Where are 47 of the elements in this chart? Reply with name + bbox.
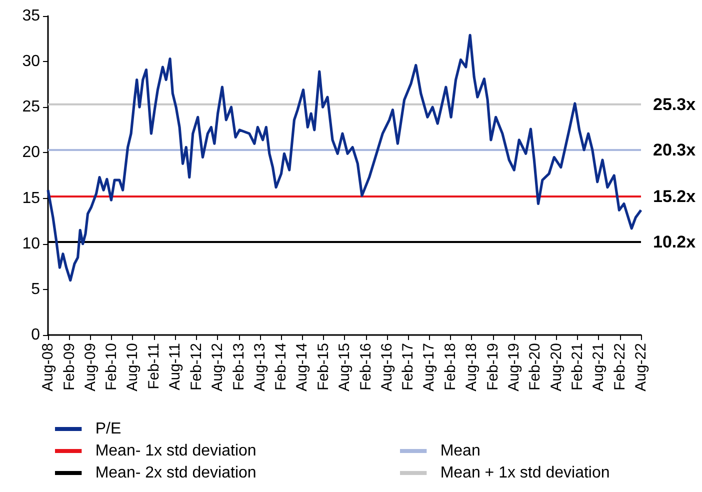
x-tick-label: Feb-17 <box>400 343 417 391</box>
data-label: 15.2x <box>653 186 696 206</box>
x-tick-label: Feb-21 <box>569 343 586 391</box>
x-tick-label: Aug-11 <box>166 343 184 390</box>
x-tick-label: Feb-14 <box>272 343 290 391</box>
x-tick-label: Aug-08 <box>40 343 56 392</box>
legend-label: Mean- 2x std deviation <box>95 464 256 482</box>
data-label: 20.3x <box>653 140 696 160</box>
x-tick-label: Feb-19 <box>484 343 502 391</box>
x-tick-label: Aug-15 <box>336 343 353 392</box>
data-label: 25.3x <box>653 94 696 114</box>
y-tick-label: 5 <box>31 280 40 298</box>
y-tick-label: 25 <box>22 98 40 116</box>
x-tick-label: Feb-20 <box>526 343 544 391</box>
y-tick-label: 10 <box>22 235 40 252</box>
x-tick-label: Feb-11 <box>146 343 163 390</box>
legend-label: Mean- 1x std deviation <box>95 442 256 460</box>
x-tick-label: Aug-09 <box>82 343 99 392</box>
x-tick-label: Feb-16 <box>357 343 374 391</box>
legend-label: Mean <box>440 442 480 460</box>
y-tick-label: 35 <box>22 8 40 24</box>
x-tick-label: Feb-22 <box>612 343 629 391</box>
y-tick-label: 20 <box>22 144 40 162</box>
x-tick-label: Aug-12 <box>208 343 226 392</box>
x-tick-label: Feb-10 <box>103 343 120 391</box>
x-tick-label: Aug-21 <box>590 343 608 392</box>
x-tick-label: Aug-16 <box>378 343 396 392</box>
x-tick-label: Feb-18 <box>442 343 460 391</box>
x-tick-label: Aug-13 <box>251 343 268 392</box>
x-tick-label: Feb-15 <box>314 343 332 391</box>
y-tick-label: 30 <box>22 53 40 70</box>
x-tick-label: Aug-20 <box>548 343 565 392</box>
x-tick-label: Aug-14 <box>294 343 311 392</box>
x-tick-label: Aug-18 <box>463 343 480 392</box>
x-tick-label: Feb-12 <box>188 343 205 391</box>
y-tick-label: 0 <box>31 326 40 344</box>
legend-label: Mean + 1x std deviation <box>440 464 610 482</box>
x-tick-label: Feb-09 <box>60 343 78 391</box>
data-label: 10.2x <box>653 232 696 252</box>
x-tick-label: Aug-10 <box>124 343 142 392</box>
line-series <box>46 34 642 282</box>
x-tick-label: Aug-22 <box>632 343 650 392</box>
y-tick-label: 15 <box>22 190 40 207</box>
x-tick-label: Feb-13 <box>230 343 248 391</box>
x-tick-label: Aug-19 <box>505 343 522 392</box>
x-tick-label: Aug-17 <box>420 343 438 392</box>
legend-label: P/E <box>95 420 122 438</box>
